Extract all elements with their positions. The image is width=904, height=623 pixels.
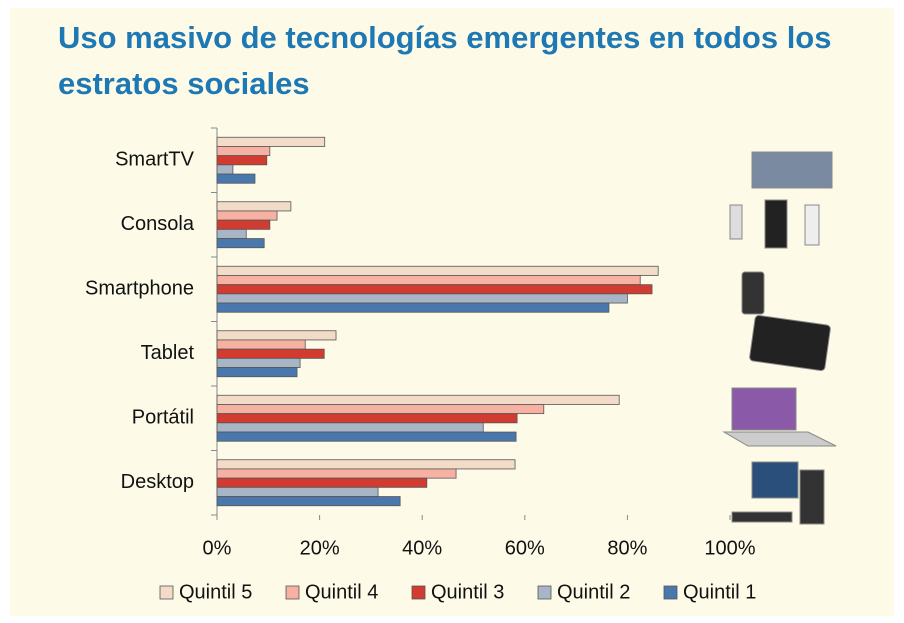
desktop-image	[800, 470, 824, 524]
x-tick-label: 100%	[704, 537, 755, 559]
category-label: Tablet	[141, 342, 195, 364]
console-image	[805, 205, 819, 245]
bar	[217, 285, 652, 294]
x-tick-label: 0%	[203, 537, 232, 559]
x-tick-label: 20%	[300, 537, 340, 559]
bar	[217, 220, 270, 229]
x-tick-label: 60%	[505, 537, 545, 559]
legend-label: Quintil 1	[683, 581, 756, 603]
bar	[217, 349, 324, 358]
category-label: SmartTV	[115, 149, 195, 171]
bar	[217, 294, 627, 303]
bar	[217, 460, 515, 469]
console-image	[765, 200, 787, 248]
bar	[217, 137, 325, 146]
chart-title: Uso masivo de tecnologías emergentes en …	[58, 20, 832, 55]
desktop-image	[752, 462, 798, 498]
console-image	[730, 205, 742, 239]
bar	[217, 395, 619, 404]
bar	[217, 423, 483, 432]
bar	[217, 202, 291, 211]
chart: Uso masivo de tecnologías emergentes en …	[0, 0, 904, 623]
legend-swatch	[538, 586, 551, 599]
x-tick-label: 80%	[607, 537, 647, 559]
bar	[217, 211, 277, 220]
bar	[217, 358, 300, 367]
bar	[217, 331, 336, 340]
legend-swatch	[286, 586, 299, 599]
bar	[217, 368, 297, 377]
bar	[217, 340, 305, 349]
bar	[217, 497, 400, 506]
bar	[217, 146, 270, 155]
category-label: Smartphone	[85, 278, 194, 300]
desktop-image	[732, 512, 792, 522]
bar	[217, 404, 544, 413]
bar	[217, 229, 246, 238]
bar	[217, 174, 255, 183]
category-label: Desktop	[121, 471, 194, 493]
legend-swatch	[160, 586, 173, 599]
bar	[217, 469, 456, 478]
legend-label: Quintil 4	[305, 581, 378, 603]
bar	[217, 275, 640, 284]
bar	[217, 432, 516, 441]
legend-swatch	[412, 586, 425, 599]
bar	[217, 266, 658, 275]
legend-swatch	[664, 586, 677, 599]
laptop-image	[732, 388, 796, 430]
legend-label: Quintil 3	[431, 581, 504, 603]
bar	[217, 303, 609, 312]
bar	[217, 165, 233, 174]
legend-label: Quintil 5	[179, 581, 252, 603]
bar	[217, 156, 267, 165]
bar	[217, 239, 264, 248]
category-label: Consola	[121, 213, 195, 235]
chart-title: estratos sociales	[58, 66, 310, 101]
legend-label: Quintil 2	[557, 581, 630, 603]
bar	[217, 478, 427, 487]
tablet-image	[749, 315, 831, 371]
bar	[217, 414, 517, 423]
x-tick-label: 40%	[402, 537, 442, 559]
category-label: Portátil	[132, 407, 194, 429]
smartphone-image	[742, 272, 764, 314]
bar	[217, 487, 378, 496]
smarttv-image	[752, 152, 832, 188]
